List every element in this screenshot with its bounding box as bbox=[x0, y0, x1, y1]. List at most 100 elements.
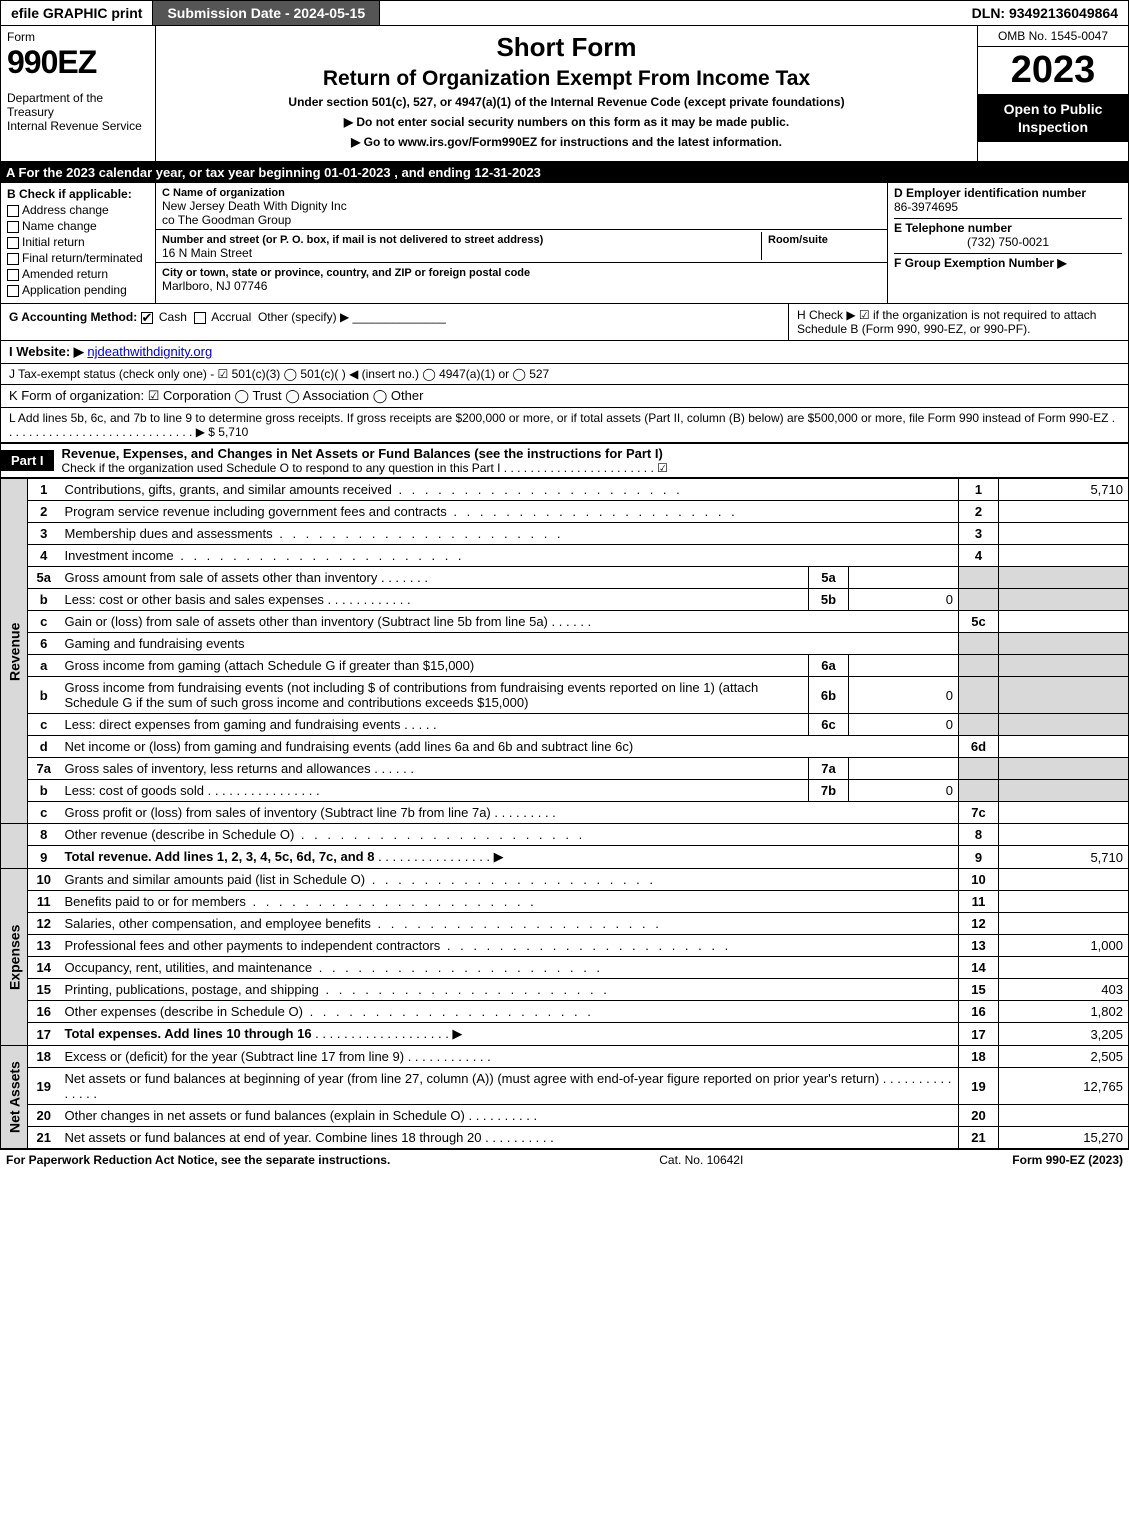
ln-11: 11 bbox=[28, 891, 60, 913]
ln-10: 10 bbox=[28, 869, 60, 891]
inspection-box: Open to Public Inspection bbox=[978, 94, 1128, 142]
form-number: 990EZ bbox=[7, 44, 149, 81]
ln-3: 3 bbox=[28, 523, 60, 545]
ln-12: 12 bbox=[28, 913, 60, 935]
dept-label: Department of the Treasury Internal Reve… bbox=[7, 91, 149, 133]
val-13: 1,000 bbox=[999, 935, 1129, 957]
ln-7a: 7a bbox=[28, 758, 60, 780]
desc-9: Total revenue. Add lines 1, 2, 3, 4, 5c,… bbox=[60, 846, 959, 869]
val-3 bbox=[999, 523, 1129, 545]
ein-value: 86-3974695 bbox=[894, 200, 1122, 214]
desc-17: Total expenses. Add lines 10 through 16 … bbox=[60, 1023, 959, 1046]
val-2 bbox=[999, 501, 1129, 523]
val-16: 1,802 bbox=[999, 1001, 1129, 1023]
street-address: 16 N Main Street bbox=[162, 246, 252, 260]
note-goto: ▶ Go to www.irs.gov/Form990EZ for instru… bbox=[164, 135, 969, 149]
check-initial-return[interactable]: Initial return bbox=[7, 235, 149, 249]
in-5b: 5b bbox=[809, 589, 849, 611]
val-6 bbox=[999, 633, 1129, 655]
desc-21: Net assets or fund balances at end of ye… bbox=[60, 1127, 959, 1149]
val-6a bbox=[999, 655, 1129, 677]
val-5c bbox=[999, 611, 1129, 633]
desc-20: Other changes in net assets or fund bala… bbox=[60, 1105, 959, 1127]
section-g: G Accounting Method: Cash Accrual Other … bbox=[1, 304, 788, 340]
phone-value: (732) 750-0021 bbox=[894, 235, 1122, 249]
in-7b: 7b bbox=[809, 780, 849, 802]
ln-16: 16 bbox=[28, 1001, 60, 1023]
val-12 bbox=[999, 913, 1129, 935]
dln-label: DLN: 93492136049864 bbox=[962, 1, 1128, 25]
check-accrual[interactable] bbox=[194, 312, 206, 324]
g-cash: Cash bbox=[159, 310, 187, 324]
check-name-change[interactable]: Name change bbox=[7, 219, 149, 233]
ln-5b: b bbox=[28, 589, 60, 611]
desc-3: Membership dues and assessments bbox=[60, 523, 959, 545]
ln-20: 20 bbox=[28, 1105, 60, 1127]
val-14 bbox=[999, 957, 1129, 979]
ln-1: 1 bbox=[28, 479, 60, 501]
rn-7a bbox=[959, 758, 999, 780]
sidebar-revenue2 bbox=[1, 824, 28, 869]
header-left: Form 990EZ Department of the Treasury In… bbox=[1, 26, 156, 161]
desc-6d: Net income or (loss) from gaming and fun… bbox=[60, 736, 959, 758]
ln-7b: b bbox=[28, 780, 60, 802]
f-label: F Group Exemption Number ▶ bbox=[894, 253, 1122, 270]
section-j: J Tax-exempt status (check only one) - ☑… bbox=[0, 364, 1129, 385]
rn-16: 16 bbox=[959, 1001, 999, 1023]
e-label: E Telephone number bbox=[894, 218, 1122, 235]
section-l: L Add lines 5b, 6c, and 7b to line 9 to … bbox=[0, 408, 1129, 443]
val-21: 15,270 bbox=[999, 1127, 1129, 1149]
val-7b bbox=[999, 780, 1129, 802]
ln-6a: a bbox=[28, 655, 60, 677]
g-other: Other (specify) ▶ bbox=[258, 310, 349, 324]
desc-15: Printing, publications, postage, and shi… bbox=[60, 979, 959, 1001]
ln-13: 13 bbox=[28, 935, 60, 957]
section-c: C Name of organization New Jersey Death … bbox=[156, 183, 888, 303]
submission-date-button[interactable]: Submission Date - 2024-05-15 bbox=[153, 1, 380, 25]
omb-number: OMB No. 1545-0047 bbox=[978, 26, 1128, 47]
in-6b: 6b bbox=[809, 677, 849, 714]
desc-6: Gaming and fundraising events bbox=[60, 633, 959, 655]
footer-right: Form 990-EZ (2023) bbox=[1012, 1153, 1123, 1167]
city-state-zip: Marlboro, NJ 07746 bbox=[162, 279, 267, 293]
org-name: New Jersey Death With Dignity Inc bbox=[162, 199, 347, 213]
ln-15: 15 bbox=[28, 979, 60, 1001]
rn-11: 11 bbox=[959, 891, 999, 913]
org-co: co The Goodman Group bbox=[162, 213, 291, 227]
check-final-return[interactable]: Final return/terminated bbox=[7, 251, 149, 265]
footer: For Paperwork Reduction Act Notice, see … bbox=[0, 1149, 1129, 1170]
tax-year: 2023 bbox=[978, 47, 1128, 94]
val-9: 5,710 bbox=[999, 846, 1129, 869]
d-label: D Employer identification number bbox=[894, 186, 1122, 200]
rn-5a bbox=[959, 567, 999, 589]
val-5a bbox=[999, 567, 1129, 589]
rn-19: 19 bbox=[959, 1068, 999, 1105]
rn-2: 2 bbox=[959, 501, 999, 523]
rn-15: 15 bbox=[959, 979, 999, 1001]
desc-11: Benefits paid to or for members bbox=[60, 891, 959, 913]
website-link[interactable]: njdeathwithdignity.org bbox=[87, 344, 212, 359]
desc-4: Investment income bbox=[60, 545, 959, 567]
ln-5a: 5a bbox=[28, 567, 60, 589]
g-h-row: G Accounting Method: Cash Accrual Other … bbox=[0, 304, 1129, 341]
iv-6c: 0 bbox=[849, 714, 959, 736]
room-label: Room/suite bbox=[768, 234, 828, 246]
desc-13: Professional fees and other payments to … bbox=[60, 935, 959, 957]
in-7a: 7a bbox=[809, 758, 849, 780]
header-right: OMB No. 1545-0047 2023 Open to Public In… bbox=[978, 26, 1128, 161]
desc-2: Program service revenue including govern… bbox=[60, 501, 959, 523]
check-address-change[interactable]: Address change bbox=[7, 203, 149, 217]
check-application-pending[interactable]: Application pending bbox=[7, 283, 149, 297]
efile-print-button[interactable]: efile GRAPHIC print bbox=[1, 1, 153, 25]
rn-1: 1 bbox=[959, 479, 999, 501]
val-17: 3,205 bbox=[999, 1023, 1129, 1046]
check-cash[interactable] bbox=[141, 312, 153, 324]
val-10 bbox=[999, 869, 1129, 891]
rn-9: 9 bbox=[959, 846, 999, 869]
check-amended-return[interactable]: Amended return bbox=[7, 267, 149, 281]
val-6b bbox=[999, 677, 1129, 714]
sidebar-netassets: Net Assets bbox=[1, 1046, 28, 1149]
addr-label: Number and street (or P. O. box, if mail… bbox=[162, 234, 543, 246]
val-8 bbox=[999, 824, 1129, 846]
desc-1: Contributions, gifts, grants, and simila… bbox=[60, 479, 959, 501]
